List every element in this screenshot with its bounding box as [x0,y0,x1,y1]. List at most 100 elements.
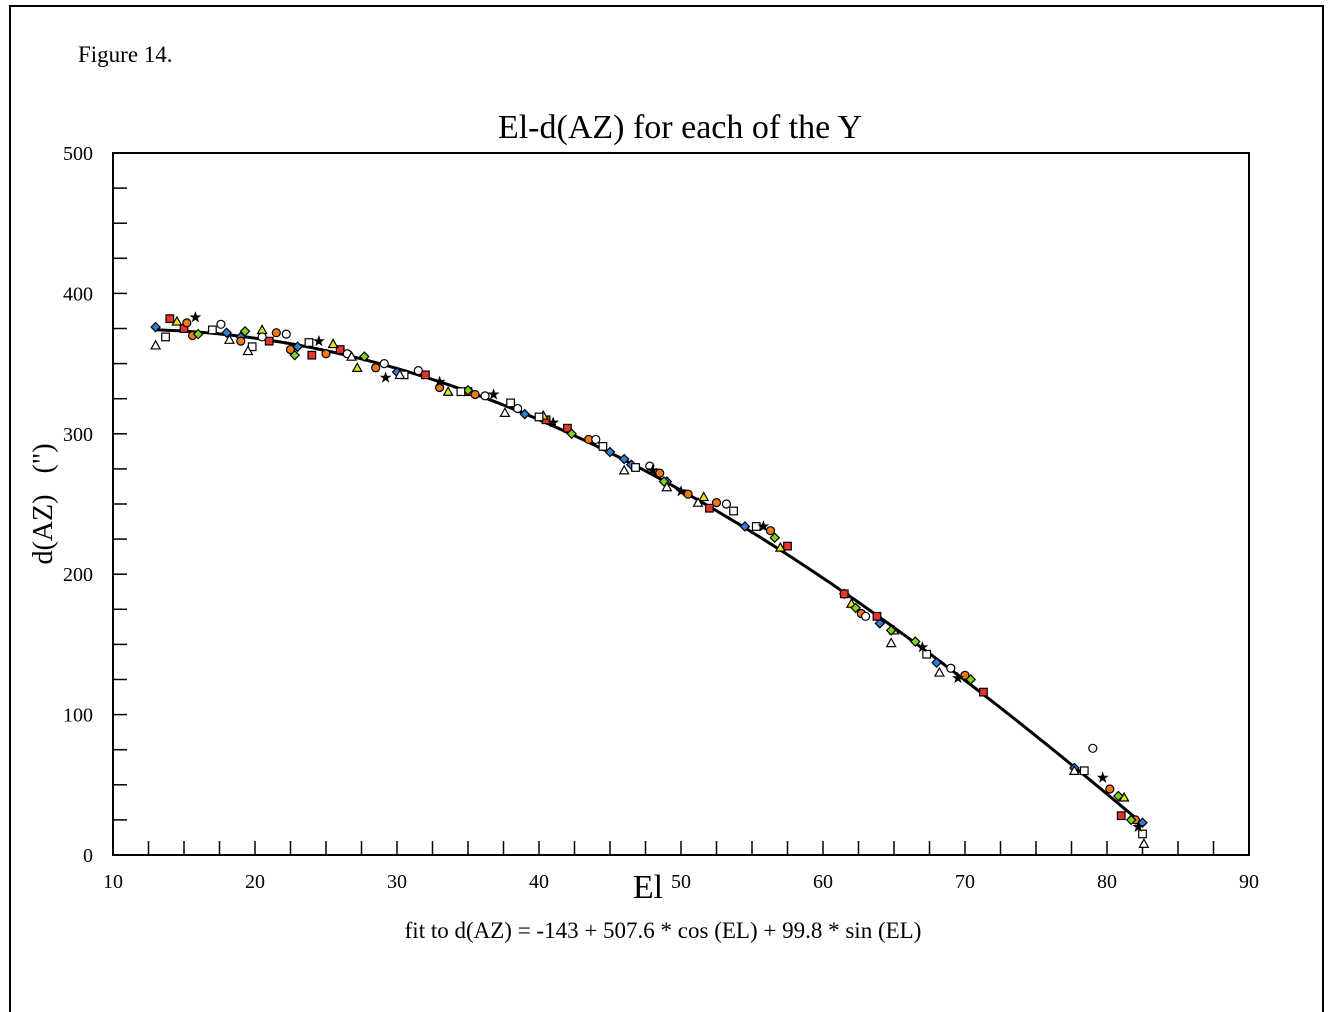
x-axis-label: El [633,869,663,906]
data-point [739,521,751,532]
data-point [757,520,770,532]
data-point [872,611,882,621]
x-tick-labels: 10 20 30 40 50 60 70 80 90 [103,871,1259,893]
data-point [165,314,175,324]
data-point [765,526,776,536]
y-tick-label: 100 [63,705,93,727]
data-point [281,329,291,339]
data-point [704,503,714,513]
data-point [371,363,381,373]
data-points [150,311,1150,848]
data-point [692,496,704,507]
data-point [946,663,956,673]
data-point [257,332,267,342]
data-point [413,366,423,376]
x-tick-label: 90 [1239,871,1259,893]
data-point [506,398,515,408]
data-point [285,344,296,355]
data-point [394,369,406,380]
data-point [292,341,303,353]
data-point [951,671,964,684]
x-tick-label: 20 [245,871,265,893]
data-point [591,434,601,445]
data-point [729,506,738,516]
data-point [321,349,331,359]
data-point [312,334,325,347]
data-point [646,464,659,476]
data-point [346,350,358,361]
data-point [562,423,572,433]
data-point [860,611,871,621]
data-point [223,333,235,344]
data-point [335,345,345,354]
data-point [566,428,578,440]
data-point [909,636,921,647]
x-tick-label: 40 [529,871,549,893]
data-point [885,637,897,648]
data-point [271,328,281,338]
x-tick-label: 10 [103,871,123,893]
data-point [1138,829,1147,839]
data-point [774,541,786,552]
data-point [933,666,945,677]
x-tick-label: 50 [671,871,691,893]
x-tick-label: 60 [813,871,833,893]
data-point [239,325,251,337]
data-point [1088,743,1098,753]
y-tick-label: 500 [63,143,93,165]
data-point [1116,811,1126,821]
data-point [979,687,988,697]
data-point [150,321,161,333]
data-point [783,541,792,551]
data-point [751,522,761,531]
data-point [264,336,274,346]
data-point [161,332,170,342]
data-point [1125,814,1137,826]
data-point [456,387,466,397]
data-point [1138,838,1150,848]
data-point [931,657,942,669]
data-point [480,391,490,401]
x-tick-label: 70 [955,871,975,893]
data-point [182,318,192,328]
data-point [965,674,977,685]
x-tick-label: 30 [387,871,407,893]
data-point [358,351,370,362]
data-point [885,625,897,636]
data-point [379,359,389,369]
data-point [618,453,630,465]
data-point [421,370,430,380]
data-point [534,412,544,422]
figure-border [9,5,1324,1012]
data-point [1105,784,1115,794]
data-point [189,311,202,323]
data-point [683,489,693,499]
x-tick-label: 80 [1097,871,1117,893]
data-point [661,481,673,492]
data-point [242,345,254,356]
figure-label: Figure 14. [78,42,173,67]
data-point [922,649,932,659]
y-tick-label: 300 [63,424,93,446]
data-point [874,617,886,629]
data-point [499,407,511,417]
y-tick-label: 0 [83,845,93,867]
data-point [1079,766,1089,776]
data-point [379,371,392,383]
data-point [519,408,531,420]
data-point [850,602,862,614]
fit-curve [155,328,1143,824]
fit-equation: fit to d(AZ) = -143 + 507.6 * cos (EL) +… [405,918,922,943]
data-point [618,464,630,475]
data-point [1068,765,1080,775]
chart-title: El-d(AZ) for each of the Y [498,109,862,146]
data-point [916,640,929,653]
data-point [769,532,781,544]
data-point [1132,820,1145,833]
data-point [304,338,314,347]
data-point [711,497,722,508]
data-point [150,339,162,350]
data-point [655,468,665,478]
y-tick-label: 400 [63,283,93,305]
